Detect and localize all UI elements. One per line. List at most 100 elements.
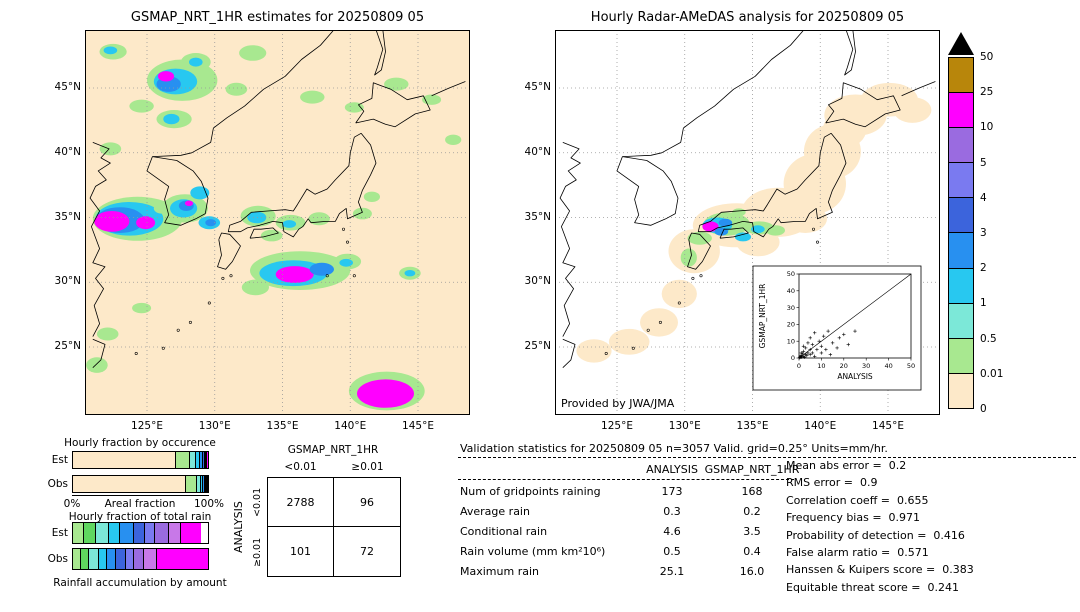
inset-x-tick-label: 40 xyxy=(884,362,892,370)
lon-tick-label: 125°E xyxy=(601,420,633,432)
colorbar-tick-label: 1 xyxy=(980,297,987,310)
occurrence-obs-label: Obs xyxy=(47,478,68,490)
totalrain-caption: Rainfall accumulation by amount xyxy=(53,577,227,589)
bar-segment xyxy=(125,549,134,569)
island xyxy=(325,274,329,278)
stat-line: Hanssen & Kuipers score = 0.383 xyxy=(786,563,974,577)
validation-row-label: Conditional rain xyxy=(460,525,548,538)
precip-blob xyxy=(190,186,210,200)
bar-segment xyxy=(168,523,181,543)
coastline xyxy=(374,30,386,76)
colorbar-segment xyxy=(949,93,973,129)
bar-segment xyxy=(155,523,169,543)
precip-blob xyxy=(309,262,334,276)
occurrence-xmin: 0% xyxy=(63,498,81,510)
contingency-col-header-ge: ≥0.01 xyxy=(351,461,384,473)
occurrence-obs-bar xyxy=(72,475,209,493)
lat-tick-label: 45°N xyxy=(54,81,81,93)
coastline xyxy=(687,232,711,270)
stat-line: Correlation coeff = 0.655 xyxy=(786,493,929,507)
lon-tick-label: 140°E xyxy=(804,420,837,432)
precip-blob xyxy=(718,218,733,227)
precip-blob xyxy=(445,134,462,145)
stat-line: Frequency bias = 0.971 xyxy=(786,511,921,525)
precip-blob xyxy=(732,208,746,217)
inset-y-tick-label: 40 xyxy=(787,287,795,295)
bar-segment xyxy=(81,549,90,569)
colorbar-segment xyxy=(949,163,973,199)
island xyxy=(207,301,211,305)
validation-analysis-value: 173 xyxy=(661,485,683,498)
coastline xyxy=(562,338,576,368)
bar-segment xyxy=(201,476,204,492)
validation-analysis-value: 0.3 xyxy=(663,505,681,518)
left-map xyxy=(85,30,470,415)
one-to-one-line xyxy=(798,273,912,359)
contingency-cell-hit-none: 2788 xyxy=(268,478,334,527)
coastline xyxy=(616,156,679,226)
island xyxy=(352,274,356,278)
validation-gsmap-value: 16.0 xyxy=(739,565,765,578)
inset-x-tick-label: 50 xyxy=(907,362,915,370)
precip-blob xyxy=(357,379,414,408)
lat-tick-label: 35°N xyxy=(524,210,551,223)
lon-tick-label: 130°E xyxy=(198,420,231,432)
coastline xyxy=(217,232,241,270)
bar-segment xyxy=(206,476,208,492)
island xyxy=(811,227,815,231)
coastline xyxy=(92,338,106,368)
bar-segment xyxy=(116,549,126,569)
island xyxy=(677,301,681,305)
precip-blob xyxy=(339,258,353,267)
bar-segment xyxy=(106,549,117,569)
bar-segment xyxy=(95,523,110,543)
bar-segment xyxy=(175,452,191,468)
colorbar-segment xyxy=(949,338,973,374)
bar-segment xyxy=(195,452,200,468)
validation-row: Rain volume (mm km²10⁶) 0.5 0.4 xyxy=(460,545,810,565)
precip-blob xyxy=(239,45,267,61)
stat-line: False alarm ratio = 0.571 xyxy=(786,545,929,559)
validation-analysis-value: 4.6 xyxy=(663,525,681,538)
lat-tick-label: 40°N xyxy=(524,145,551,158)
stat-line: Mean abs error = 0.2 xyxy=(786,459,907,472)
occurrence-title: Hourly fraction by occurence xyxy=(64,437,216,449)
island xyxy=(345,240,349,244)
lon-tick-label: 145°E xyxy=(402,420,434,432)
precip-blob xyxy=(275,266,314,283)
precip-blob xyxy=(282,220,297,228)
bar-segment xyxy=(98,549,107,569)
bar-segment xyxy=(120,523,134,543)
island xyxy=(176,328,180,332)
lon-tick-label: 140°E xyxy=(334,420,367,432)
precip-blob xyxy=(94,211,130,232)
lat-tick-label: 45°N xyxy=(524,81,551,93)
totalrain-est-label: Est xyxy=(51,527,68,539)
validation-row: Num of gridpoints raining 173 168 xyxy=(460,485,810,505)
precip-blob xyxy=(129,99,154,113)
precip-blob xyxy=(136,216,156,230)
stat-line: Probability of detection = 0.416 xyxy=(786,528,965,542)
validation-col-analysis: ANALYSIS xyxy=(646,463,698,476)
validation-gsmap-value: 0.4 xyxy=(743,545,761,558)
lat-tick-label: 40°N xyxy=(54,145,81,158)
contingency-title: GSMAP_NRT_1HR xyxy=(287,444,379,456)
colorbar-segment xyxy=(949,198,973,234)
inset-x-tick-label: 0 xyxy=(797,362,801,370)
coastline xyxy=(146,156,209,226)
lon-tick-label: 130°E xyxy=(668,420,701,432)
colorbar-overflow-arrow xyxy=(948,32,974,55)
totalrain-obs-label: Obs xyxy=(47,553,68,565)
precip-blob xyxy=(132,302,152,314)
island xyxy=(658,320,662,324)
validation-gsmap-value: 3.5 xyxy=(743,525,761,538)
inset-x-tick-label: 10 xyxy=(817,362,825,370)
coastline xyxy=(89,142,111,337)
lat-tick-label: 35°N xyxy=(54,210,81,223)
island xyxy=(815,240,819,244)
precip-blob xyxy=(783,204,827,233)
coastline xyxy=(431,81,466,97)
contingency-axis-label: ANALYSIS xyxy=(232,501,245,553)
lat-tick-label: 25°N xyxy=(524,340,551,352)
inset-y-tick-label: 50 xyxy=(787,270,795,278)
